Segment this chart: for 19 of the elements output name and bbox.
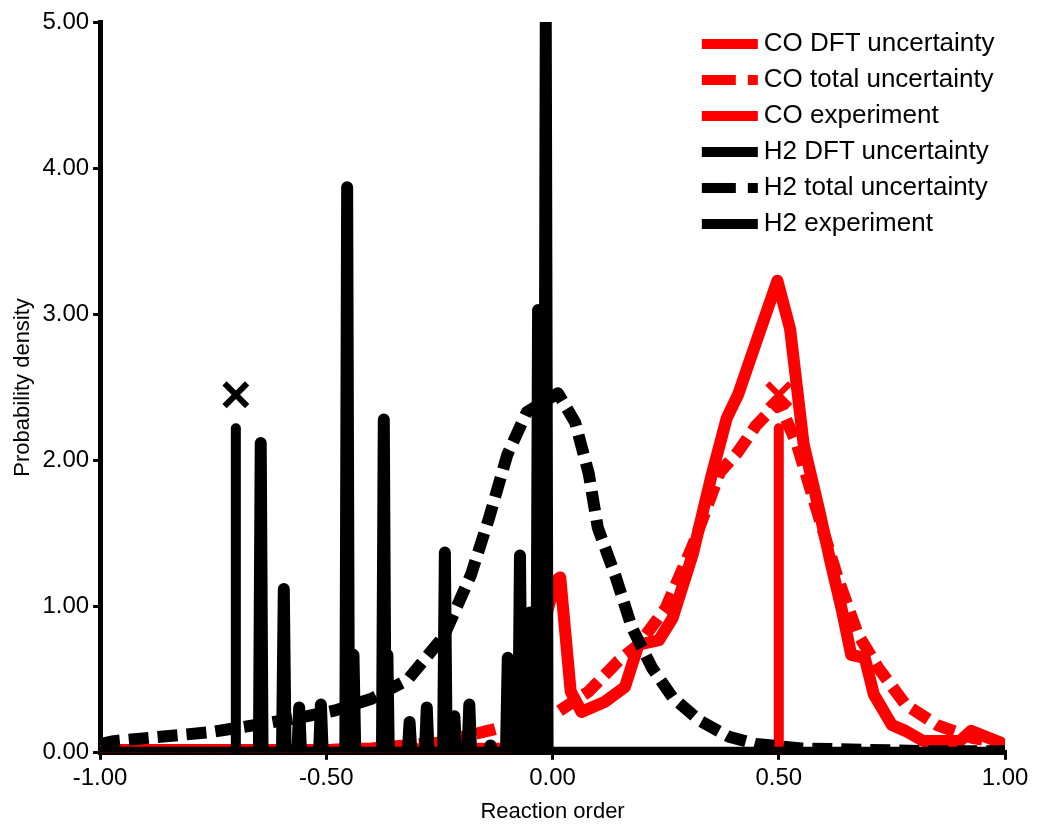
- y-tick-label: 3.00: [42, 298, 90, 326]
- legend-label: H2 experiment: [763, 207, 934, 238]
- y-tick-label: 2.00: [42, 445, 90, 473]
- x-tick-label: 1.00: [981, 762, 1029, 790]
- y-tick-label: 1.00: [42, 591, 90, 619]
- legend-label: H2 total uncertainty: [763, 171, 988, 202]
- y-tick-label: 0.00: [42, 737, 90, 765]
- x-tick-label: 0.50: [755, 762, 803, 790]
- x-tick-label: -1.00: [72, 762, 128, 790]
- x-tick-label: 0.00: [529, 762, 576, 790]
- legend-label: H2 DFT uncertainty: [763, 135, 989, 166]
- y-tick-label: 4.00: [42, 152, 90, 180]
- legend-label: CO experiment: [763, 99, 940, 130]
- x-axis-title: Reaction order: [480, 797, 625, 823]
- x-tick-label: -0.50: [298, 762, 354, 790]
- y-tick-label: 5.00: [42, 6, 90, 34]
- legend-label: CO DFT uncertainty: [763, 27, 995, 58]
- legend-label: CO total uncertainty: [763, 63, 994, 94]
- y-axis-title: Probability density: [9, 298, 35, 477]
